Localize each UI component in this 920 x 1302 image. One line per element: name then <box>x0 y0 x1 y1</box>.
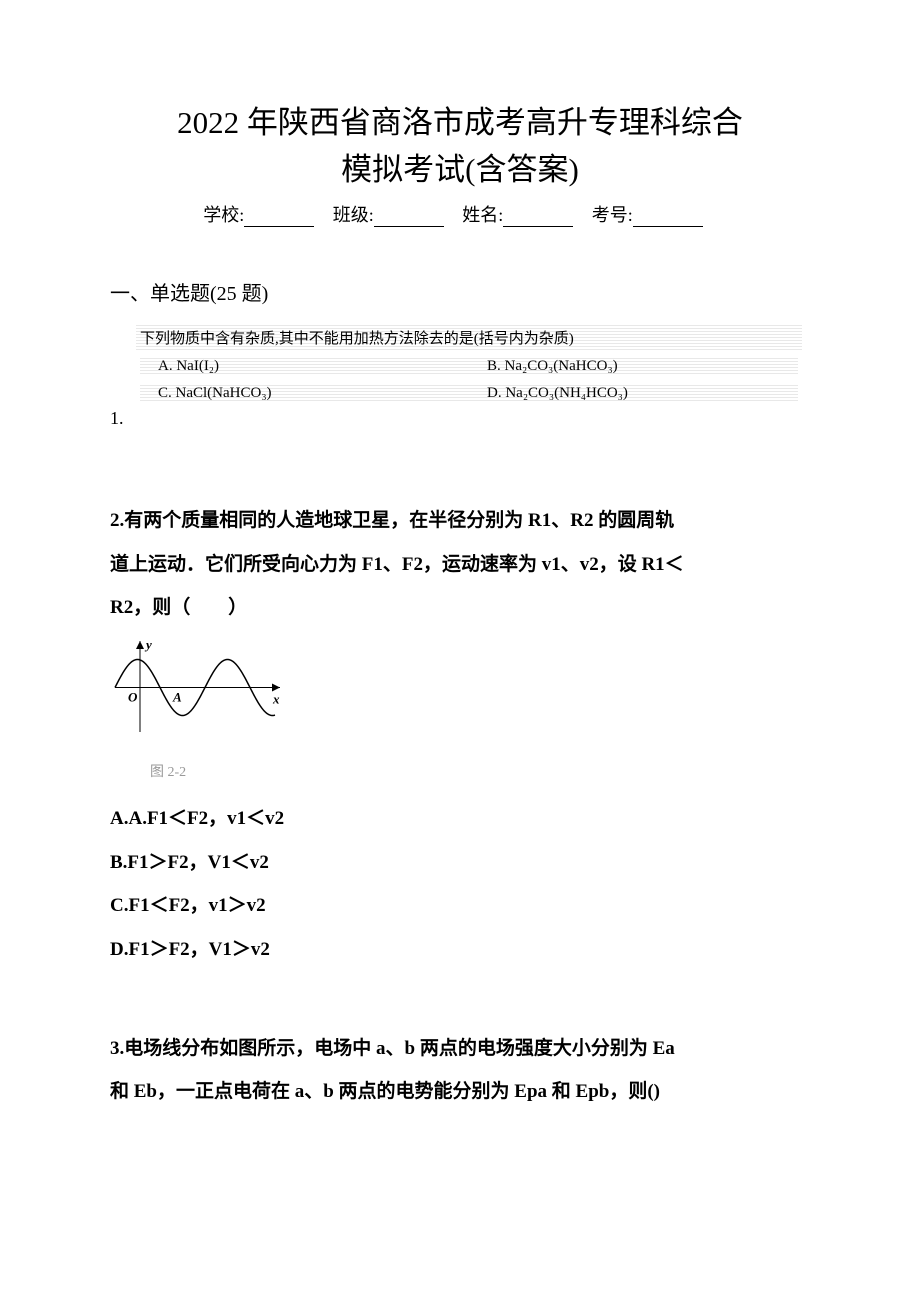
q2-option-a: A.A.F1＜F2，v1＜v2 <box>110 797 810 841</box>
q2-line2: 道上运动．它们所受向心力为 F1、F2，运动速率为 v1、v2，设 R1＜ <box>110 543 810 587</box>
q2-option-c: C.F1＜F2，v1＞v2 <box>110 884 810 928</box>
class-blank[interactable] <box>374 226 444 227</box>
q1-option-a: A. NaI(I₂) <box>140 358 469 375</box>
svg-text:O: O <box>128 690 138 705</box>
svg-text:x: x <box>272 692 280 707</box>
form-fields-row: 学校: 班级: 姓名: 考号: <box>110 201 810 227</box>
q3-line2: 和 Eb，一正点电荷在 a、b 两点的电势能分别为 Epa 和 Epb，则() <box>110 1070 810 1114</box>
question-2: 2.有两个质量相同的人造地球卫星，在半径分别为 R1、R2 的圆周轨 道上运动．… <box>110 499 810 972</box>
sine-wave-svg: y x O A <box>110 635 285 740</box>
q2-option-b: B.F1＞F2，V1＜v2 <box>110 841 810 885</box>
q2-option-d: D.F1＞F2，V1＞v2 <box>110 928 810 972</box>
q1-option-d: D. Na₂CO₃(NH₄HCO₃) <box>469 385 798 402</box>
name-blank[interactable] <box>503 226 573 227</box>
sine-wave-figure: y x O A 图 2-2 <box>110 635 810 789</box>
figure-caption: 图 2-2 <box>150 757 810 789</box>
q1-number: 1. <box>110 408 124 429</box>
svg-text:A: A <box>172 690 182 705</box>
question-3: 3.电场线分布如图所示，电场中 a、b 两点的电场强度大小分别为 Ea 和 Eb… <box>110 1027 810 1114</box>
exam-no-blank[interactable] <box>633 226 703 227</box>
name-label: 姓名: <box>462 205 503 225</box>
title-line2: 模拟考试(含答案) <box>110 147 810 194</box>
q1-stem: 下列物质中含有杂质,其中不能用加热方法除去的是(括号内为杂质) <box>136 325 802 350</box>
svg-text:y: y <box>144 637 152 652</box>
title-line1: 2022 年陕西省商洛市成考高升专理科综合 <box>110 100 810 147</box>
q1-option-c: C. NaCl(NaHCO₃) <box>140 385 469 402</box>
q2-line1: 2.有两个质量相同的人造地球卫星，在半径分别为 R1、R2 的圆周轨 <box>110 499 810 543</box>
school-blank[interactable] <box>244 226 314 227</box>
q3-line1: 3.电场线分布如图所示，电场中 a、b 两点的电场强度大小分别为 Ea <box>110 1027 810 1071</box>
q2-line3: R2，则（ ） <box>110 586 810 630</box>
q1-option-b: B. Na₂CO₃(NaHCO₃) <box>469 358 798 375</box>
school-label: 学校: <box>203 205 244 225</box>
class-label: 班级: <box>333 205 374 225</box>
question-1: 下列物质中含有杂质,其中不能用加热方法除去的是(括号内为杂质) A. NaI(I… <box>110 321 810 429</box>
section-header: 一、单选题(25 题) <box>110 277 810 306</box>
exam-no-label: 考号: <box>592 205 633 225</box>
